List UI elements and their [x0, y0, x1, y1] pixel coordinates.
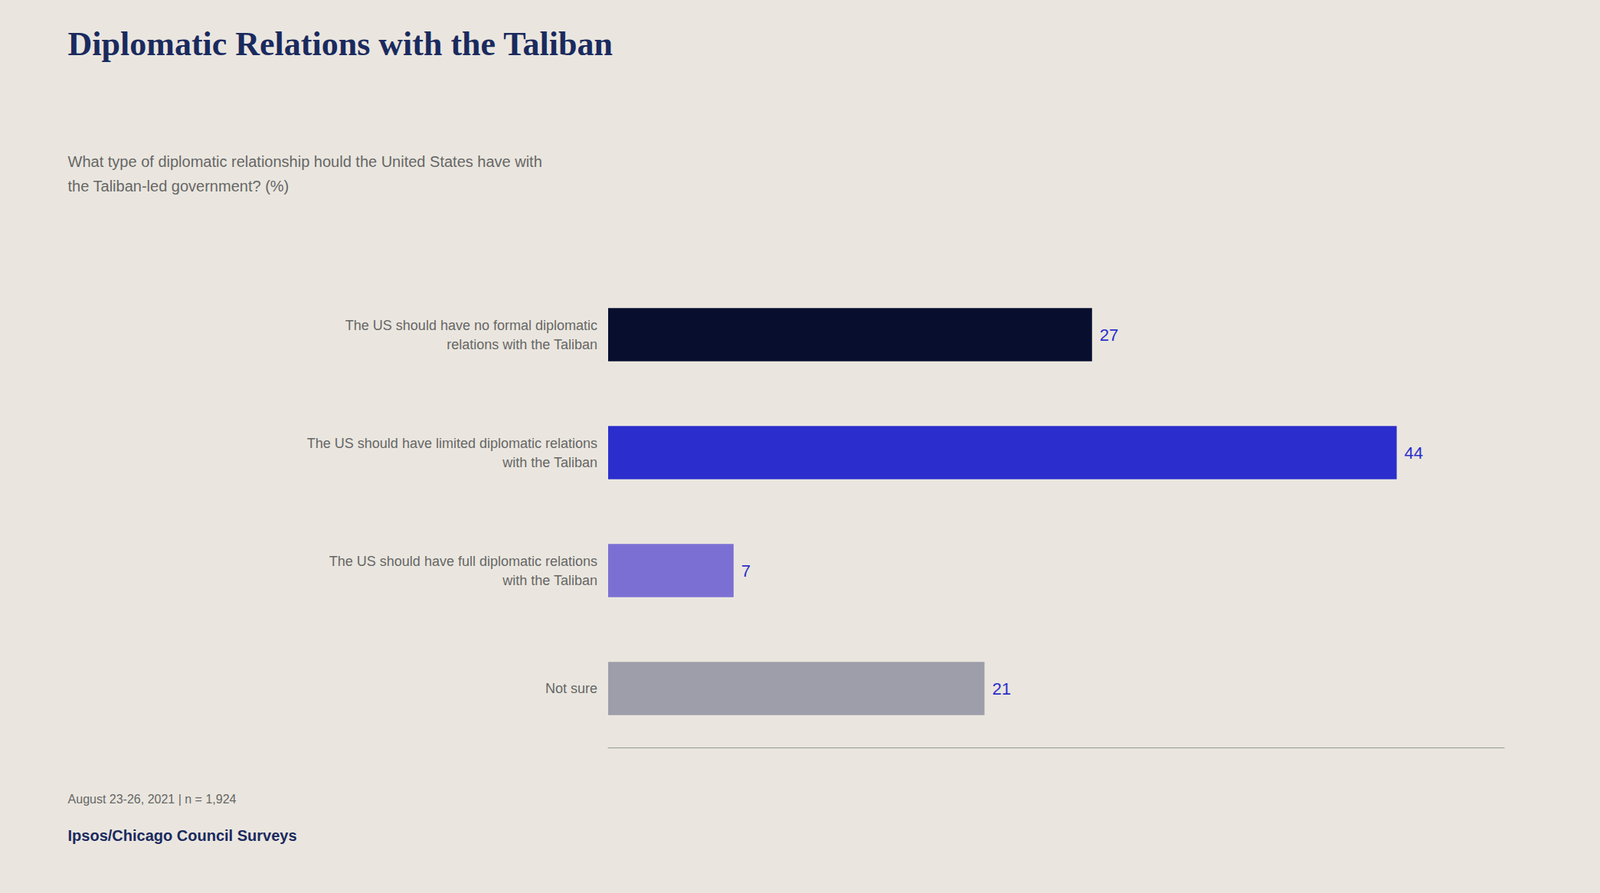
svg-text:27: 27	[1099, 325, 1119, 345]
svg-text:with the Taliban: with the Taliban	[501, 454, 598, 471]
svg-text:21: 21	[991, 679, 1011, 699]
svg-text:the Taliban-led government? (%: the Taliban-led government? (%)	[68, 177, 290, 195]
svg-text:7: 7	[741, 561, 751, 581]
svg-text:August 23-26, 2021 | n = 1,924: August 23-26, 2021 | n = 1,924	[68, 792, 237, 806]
svg-text:The US should have no formal d: The US should have no formal diplomatic	[345, 317, 598, 334]
svg-text:Diplomatic Relations with the: Diplomatic Relations with the Taliban	[68, 25, 613, 63]
svg-text:44: 44	[1404, 443, 1424, 463]
svg-text:relations with the Taliban: relations with the Taliban	[446, 337, 598, 353]
svg-text:Ipsos/Chicago Council Surveys: Ipsos/Chicago Council Surveys	[68, 827, 298, 845]
svg-text:The US should have limited dip: The US should have limited diplomatic re…	[307, 435, 598, 452]
svg-text:with the Taliban: with the Taliban	[501, 572, 598, 589]
svg-text:The US should have full diplom: The US should have full diplomatic relat…	[329, 553, 598, 570]
svg-text:What type of diplomatic relati: What type of diplomatic relationship hou…	[68, 153, 543, 171]
svg-text:Not sure: Not sure	[545, 680, 598, 697]
